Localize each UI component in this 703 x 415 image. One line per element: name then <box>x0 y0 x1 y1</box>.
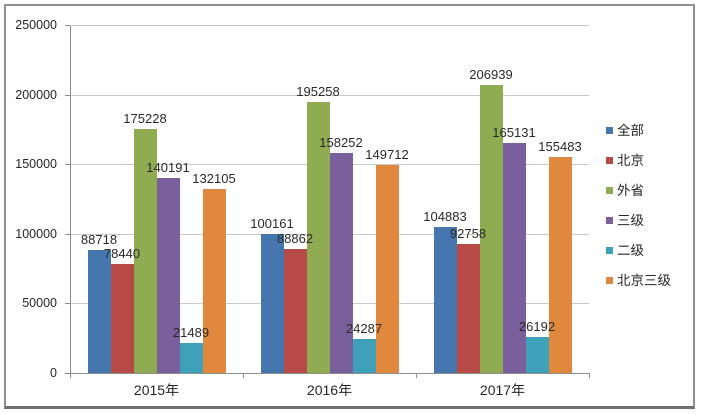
data-label: 88862 <box>276 231 314 247</box>
bar-北京-2015年 <box>110 263 134 373</box>
bar-北京-2017年 <box>456 244 480 373</box>
data-label: 78440 <box>103 245 141 261</box>
y-gridline <box>70 25 589 26</box>
x-axis-line <box>64 373 589 374</box>
legend-marker-三级 <box>606 217 613 224</box>
legend-item-外省: 外省 <box>606 183 666 198</box>
data-label: 155483 <box>538 138 582 154</box>
data-label: 104883 <box>423 209 467 225</box>
data-label: 149712 <box>365 146 409 162</box>
bar-全部-2016年 <box>260 233 284 373</box>
legend-marker-二级 <box>606 247 613 254</box>
data-label: 195258 <box>296 83 340 99</box>
bar-三级-2016年 <box>329 153 353 373</box>
legend-label: 二级 <box>617 243 644 258</box>
legend-label: 三级 <box>617 213 644 228</box>
x-axis-tick <box>243 373 244 378</box>
x-axis-category-label: 2016年 <box>306 381 353 398</box>
data-label: 175228 <box>123 111 167 127</box>
y-gridline <box>70 94 589 96</box>
y-axis-tick-label: 150000 <box>15 157 57 171</box>
bar-北京三级-2015年 <box>202 189 226 373</box>
bar-外省-2017年 <box>479 85 503 373</box>
y-axis-tick <box>64 164 70 165</box>
x-axis-tick <box>589 373 590 378</box>
data-label: 24287 <box>345 321 383 337</box>
y-axis-tick-label: 200000 <box>15 87 57 102</box>
y-axis-tick <box>64 372 70 374</box>
legend-marker-外省 <box>606 187 613 194</box>
legend-marker-北京 <box>606 157 613 164</box>
bar-北京三级-2016年 <box>375 164 399 373</box>
y-axis-tick-label: 250000 <box>15 18 57 32</box>
legend-label: 全部 <box>617 123 644 138</box>
data-label: 132105 <box>192 171 236 187</box>
y-axis-tick <box>64 233 70 235</box>
data-label: 158252 <box>319 135 363 151</box>
bar-外省-2016年 <box>306 101 330 373</box>
bar-三级-2017年 <box>502 143 526 373</box>
bar-全部-2017年 <box>433 227 457 373</box>
legend-label: 北京 <box>617 153 644 168</box>
legend-item-北京三级: 北京三级 <box>606 273 671 288</box>
bar-外省-2015年 <box>133 129 157 373</box>
legend-item-三级: 三级 <box>606 213 666 228</box>
data-label: 26192 <box>518 318 556 334</box>
data-label: 165131 <box>492 125 536 141</box>
y-axis-tick <box>64 303 70 304</box>
legend-item-北京: 北京 <box>606 153 666 168</box>
bar-北京三级-2017年 <box>548 156 572 373</box>
bar-三级-2015年 <box>156 178 180 373</box>
bar-全部-2015年 <box>87 249 111 373</box>
data-label: 92758 <box>449 226 487 242</box>
bar-北京-2016年 <box>283 249 307 373</box>
data-label: 140191 <box>146 160 190 176</box>
legend-marker-北京三级 <box>606 277 613 284</box>
y-axis-tick-label: 50000 <box>22 296 57 310</box>
data-label: 206939 <box>469 67 513 83</box>
y-axis-tick-label: 0 <box>50 365 57 380</box>
y-axis-tick <box>64 94 70 96</box>
x-axis-tick <box>416 373 417 378</box>
legend-label: 北京三级 <box>617 273 671 288</box>
legend-item-全部: 全部 <box>606 123 666 138</box>
bar-二级-2015年 <box>179 343 203 373</box>
y-axis-tick-label: 100000 <box>15 226 57 241</box>
data-label: 88718 <box>80 231 118 247</box>
legend-label: 外省 <box>617 183 644 198</box>
x-axis-category-label: 2015年 <box>133 381 180 398</box>
data-label: 100161 <box>250 215 294 231</box>
bar-二级-2017年 <box>525 336 549 373</box>
data-label: 21489 <box>172 325 210 341</box>
x-axis-category-label: 2017年 <box>479 381 526 398</box>
bar-二级-2016年 <box>352 339 376 373</box>
y-axis-tick <box>64 25 70 26</box>
legend-item-二级: 二级 <box>606 243 666 258</box>
legend-marker-全部 <box>606 127 613 134</box>
y-axis-line <box>70 25 71 378</box>
